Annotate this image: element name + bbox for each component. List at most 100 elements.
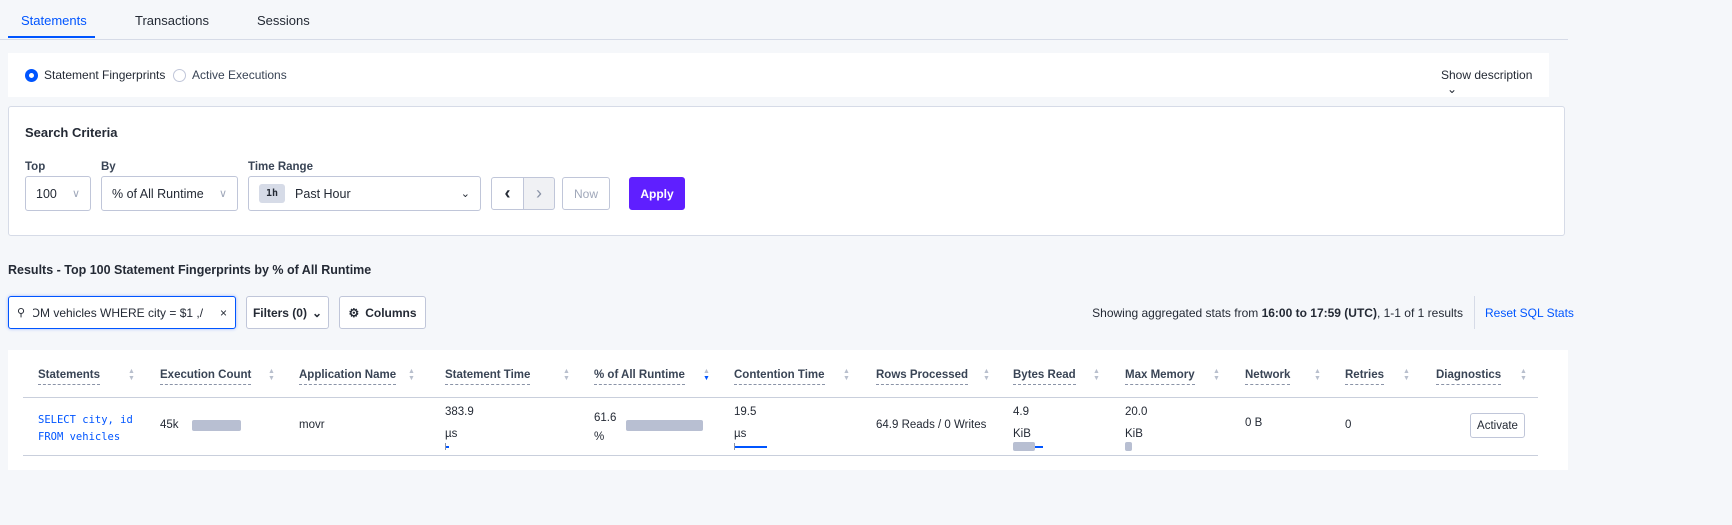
tab-statements[interactable]: Statements (21, 13, 87, 28)
sort-icon[interactable]: ▲ ▼ (268, 368, 275, 382)
radio-statement-fingerprints[interactable]: Statement Fingerprints (25, 68, 166, 83)
contention-time-axis (734, 443, 735, 450)
col-execution-count[interactable]: Execution Count (160, 369, 252, 385)
execution-count: 45k (160, 419, 179, 431)
sort-icon[interactable]: ▲ ▼ (1093, 368, 1100, 382)
statement-link[interactable]: SELECT city, id FROM vehicles (38, 412, 133, 446)
col-application-name[interactable]: Application Name (299, 369, 397, 385)
search-criteria-title: Search Criteria (25, 125, 118, 140)
previous-range-button[interactable]: ‹ (491, 177, 524, 210)
contention-time-unit: µs (734, 428, 747, 440)
active-tab-indicator (8, 36, 95, 38)
by-label: By (101, 161, 116, 173)
statement-time-unit: µs (445, 428, 458, 440)
by-value: % of All Runtime (112, 186, 204, 201)
max-memory-bar (1125, 442, 1132, 451)
retries: 0 (1345, 419, 1352, 431)
col-statement-time[interactable]: Statement Time (445, 369, 531, 385)
top-value: 100 (36, 186, 57, 201)
summary-suffix: , 1-1 of 1 results (1376, 306, 1463, 320)
filters-label: Filters (0) (252, 305, 307, 320)
contention-time-bar (735, 446, 767, 448)
runtime-unit: % (594, 431, 605, 443)
sort-icon[interactable]: ▲ ▼ (128, 368, 135, 382)
network: 0 B (1245, 417, 1263, 429)
chevron-down-icon: ⌄ (1447, 82, 1458, 96)
statement-line: SELECT city, id (38, 414, 133, 426)
runtime-bar (626, 420, 703, 431)
search-value: /, id FROM vehicles WHERE city = $1 (33, 305, 204, 320)
sort-icon[interactable]: ▲ ▼ (563, 368, 570, 382)
search-criteria-panel (8, 106, 1565, 236)
col-bytes-read[interactable]: Bytes Read (1013, 369, 1076, 385)
header-divider (23, 397, 1538, 398)
time-range-select[interactable]: 1h Past Hour ⌄ (248, 176, 481, 211)
radio-icon (173, 69, 186, 83)
now-button[interactable]: Now (562, 177, 610, 210)
sort-icon[interactable]: ▲ ▼ (843, 368, 850, 382)
statement-line: FROM vehicles (38, 431, 121, 443)
top-select[interactable]: 100 ∨ (25, 176, 91, 211)
col-retries[interactable]: Retries (1345, 369, 1384, 385)
sort-icon[interactable]: ▲ ▼ (1403, 368, 1410, 382)
contention-time-value: 19.5 (734, 406, 757, 418)
col-contention-time[interactable]: Contention Time (734, 369, 825, 385)
activate-diagnostics-button[interactable]: Activate (1470, 413, 1525, 438)
max-memory-value: 20.0 (1125, 406, 1148, 418)
col-diagnostics[interactable]: Diagnostics (1436, 369, 1502, 385)
statement-time-value: 383.9 (445, 406, 474, 418)
rows-processed: 64.9 Reads / 0 Writes (876, 419, 987, 431)
search-input[interactable]: ⚲ /, id FROM vehicles WHERE city = $1 × (8, 296, 236, 329)
radio-label: Statement Fingerprints (44, 68, 166, 82)
row-divider (23, 455, 1538, 456)
col-max-memory[interactable]: Max Memory (1125, 369, 1195, 385)
application-name: movr (299, 419, 325, 431)
show-description-toggle[interactable]: Show description ⌄ (1441, 68, 1549, 96)
chevron-down-icon: ⌄ (460, 188, 470, 200)
execution-count-bar (192, 420, 241, 431)
col-runtime-percent[interactable]: % of All Runtime (594, 369, 685, 385)
sort-icon[interactable]: ▲ ▼ (1520, 368, 1527, 382)
tab-transactions[interactable]: Transactions (135, 13, 209, 28)
chevron-down-icon: ⌄ (311, 305, 323, 320)
col-statements[interactable]: Statements (38, 369, 100, 385)
radio-selected-icon (25, 69, 38, 83)
divider (1474, 296, 1475, 329)
statement-time-bar (446, 446, 449, 448)
sort-icon[interactable]: ▲ ▼ (1213, 368, 1220, 382)
sort-desc-icon[interactable]: ▲ ▼ (703, 368, 710, 382)
reset-sql-stats-link[interactable]: Reset SQL Stats (1485, 306, 1574, 320)
statement-time-axis (445, 443, 446, 450)
chevron-down-icon: ∨ (71, 188, 80, 200)
sort-icon[interactable]: ▲ ▼ (1314, 368, 1321, 382)
results-title: Results - Top 100 Statement Fingerprints… (8, 263, 372, 277)
apply-button[interactable]: Apply (629, 177, 685, 210)
search-icon: ⚲ (17, 307, 26, 319)
bytes-read-dev-bar (1035, 446, 1043, 448)
filters-button[interactable]: Filters (0) ⌄ (246, 296, 329, 329)
sort-icon[interactable]: ▲ ▼ (408, 368, 415, 382)
col-rows-processed[interactable]: Rows Processed (876, 369, 969, 385)
radio-label: Active Executions (192, 68, 287, 82)
col-network[interactable]: Network (1245, 369, 1291, 385)
bytes-read-bar (1013, 442, 1035, 451)
radio-active-executions[interactable]: Active Executions (173, 68, 287, 83)
tab-divider (0, 39, 1568, 40)
view-mode-bar: Statement Fingerprints Active Executions… (8, 53, 1549, 97)
chevron-down-icon: ∨ (218, 188, 227, 200)
clear-icon[interactable]: × (219, 305, 227, 320)
statements-table (8, 350, 1568, 470)
sort-icon[interactable]: ▲ ▼ (983, 368, 990, 382)
by-select[interactable]: % of All Runtime ∨ (101, 176, 238, 211)
tab-sessions[interactable]: Sessions (257, 13, 310, 28)
time-range-value: Past Hour (295, 186, 351, 201)
summary-prefix: Showing aggregated stats from (1092, 306, 1262, 320)
bytes-read-value: 4.9 (1013, 406, 1029, 418)
time-range-badge: 1h (259, 184, 286, 203)
next-range-button[interactable]: › (523, 177, 555, 210)
show-description-label: Show description (1441, 68, 1533, 82)
runtime-value: 61.6 (594, 412, 617, 424)
chevron-left-icon: ‹ (504, 183, 511, 203)
columns-button[interactable]: ⚙ Columns (339, 296, 426, 329)
gear-icon: ⚙ (348, 305, 360, 320)
